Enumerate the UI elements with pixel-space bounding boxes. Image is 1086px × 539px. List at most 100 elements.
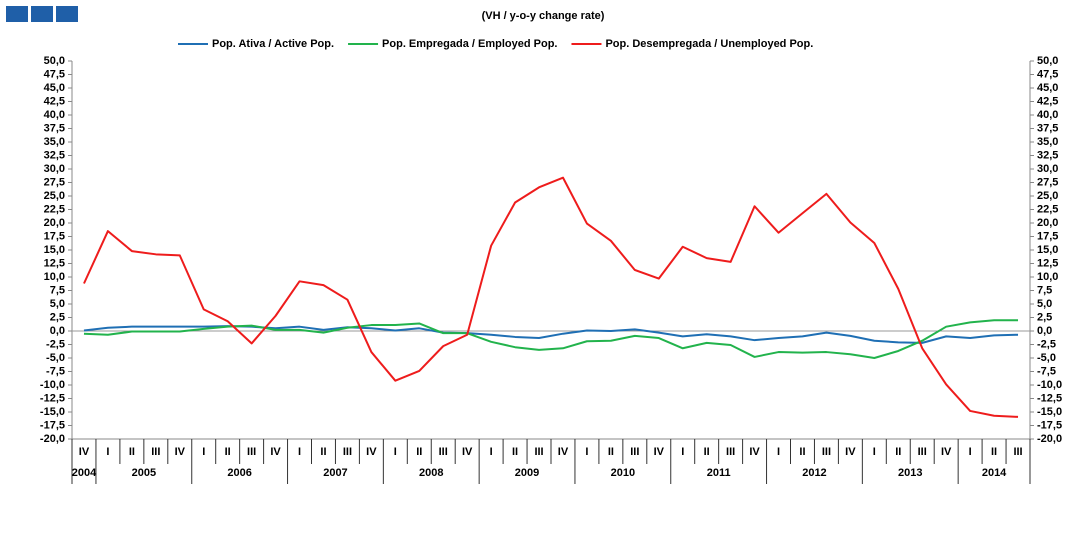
x-tick-label: III bbox=[343, 446, 352, 458]
y2-tick-label: -10,0 bbox=[1037, 379, 1062, 391]
y-tick-label: 15,0 bbox=[44, 244, 65, 256]
legend-label: Pop. Ativa / Active Pop. bbox=[212, 38, 334, 50]
y2-tick-label: 10,0 bbox=[1037, 271, 1058, 283]
x-tick-label: III bbox=[630, 446, 639, 458]
y2-tick-label: 2,5 bbox=[1037, 311, 1052, 323]
year-label: 2013 bbox=[898, 467, 922, 479]
y2-tick-label: 32,5 bbox=[1037, 149, 1058, 161]
year-label: 2006 bbox=[227, 467, 251, 479]
x-tick-label: I bbox=[969, 446, 972, 458]
y-tick-label: -12,5 bbox=[40, 392, 65, 404]
x-tick-label: II bbox=[512, 446, 518, 458]
x-tick-label: IV bbox=[941, 446, 952, 458]
x-tick-label: III bbox=[151, 446, 160, 458]
x-tick-label: IV bbox=[366, 446, 377, 458]
y2-tick-label: 25,0 bbox=[1037, 190, 1058, 202]
year-label: 2009 bbox=[515, 467, 539, 479]
x-tick-label: I bbox=[681, 446, 684, 458]
y-tick-label: 27,5 bbox=[44, 176, 65, 188]
y-tick-label: -20,0 bbox=[40, 433, 65, 445]
x-tick-label: IV bbox=[558, 446, 569, 458]
y2-tick-label: -20,0 bbox=[1037, 433, 1062, 445]
x-tick-label: III bbox=[726, 446, 735, 458]
y2-tick-label: -17,5 bbox=[1037, 419, 1062, 431]
y2-tick-label: 30,0 bbox=[1037, 163, 1058, 175]
year-label: 2007 bbox=[323, 467, 347, 479]
x-tick-label: I bbox=[394, 446, 397, 458]
y2-tick-label: -7,5 bbox=[1037, 365, 1056, 377]
y2-tick-label: 40,0 bbox=[1037, 109, 1058, 121]
y2-tick-label: 45,0 bbox=[1037, 82, 1058, 94]
y-tick-label: -17,5 bbox=[40, 419, 65, 431]
year-label: 2012 bbox=[802, 467, 826, 479]
logo-block bbox=[56, 6, 78, 22]
year-label: 2010 bbox=[611, 467, 635, 479]
x-tick-label: IV bbox=[462, 446, 473, 458]
y2-tick-label: 42,5 bbox=[1037, 95, 1058, 107]
y-tick-label: 25,0 bbox=[44, 190, 65, 202]
x-tick-label: I bbox=[490, 446, 493, 458]
legend-label: Pop. Empregada / Employed Pop. bbox=[382, 38, 557, 50]
y2-tick-label: 47,5 bbox=[1037, 68, 1058, 80]
x-tick-label: I bbox=[202, 446, 205, 458]
x-tick-label: IV bbox=[845, 446, 856, 458]
x-tick-label: III bbox=[1013, 446, 1022, 458]
y2-tick-label: -15,0 bbox=[1037, 406, 1062, 418]
y-tick-label: -2,5 bbox=[46, 338, 65, 350]
y2-tick-label: 27,5 bbox=[1037, 176, 1058, 188]
y2-tick-label: -5,0 bbox=[1037, 352, 1056, 364]
x-tick-label: II bbox=[704, 446, 710, 458]
y2-tick-label: 22,5 bbox=[1037, 203, 1058, 215]
y-tick-label: 0,0 bbox=[50, 325, 65, 337]
y-tick-label: 17,5 bbox=[44, 230, 65, 242]
y-tick-label: 10,0 bbox=[44, 271, 65, 283]
y-tick-label: 45,0 bbox=[44, 82, 65, 94]
x-tick-label: II bbox=[320, 446, 326, 458]
y2-tick-label: 37,5 bbox=[1037, 122, 1058, 134]
y2-tick-label: 17,5 bbox=[1037, 230, 1058, 242]
legend-label: Pop. Desempregada / Unemployed Pop. bbox=[605, 38, 813, 50]
x-tick-label: I bbox=[585, 446, 588, 458]
logo-block bbox=[31, 6, 53, 22]
y-tick-label: 47,5 bbox=[44, 68, 65, 80]
x-tick-label: I bbox=[777, 446, 780, 458]
x-tick-label: I bbox=[873, 446, 876, 458]
x-tick-label: II bbox=[225, 446, 231, 458]
x-tick-label: III bbox=[918, 446, 927, 458]
x-tick-label: IV bbox=[175, 446, 186, 458]
y-tick-label: 32,5 bbox=[44, 149, 65, 161]
year-label: 2014 bbox=[982, 467, 1007, 479]
y-tick-label: 42,5 bbox=[44, 95, 65, 107]
x-tick-label: II bbox=[799, 446, 805, 458]
y2-tick-label: 12,5 bbox=[1037, 257, 1058, 269]
y-tick-label: 50,0 bbox=[44, 55, 65, 67]
year-label: 2008 bbox=[419, 467, 443, 479]
y2-tick-label: 7,5 bbox=[1037, 284, 1052, 296]
y-tick-label: 2,5 bbox=[50, 311, 65, 323]
y-tick-label: 40,0 bbox=[44, 109, 65, 121]
y-tick-label: -5,0 bbox=[46, 352, 65, 364]
x-tick-label: III bbox=[439, 446, 448, 458]
y-tick-label: 7,5 bbox=[50, 284, 65, 296]
x-tick-label: III bbox=[247, 446, 256, 458]
y-tick-label: 22,5 bbox=[44, 203, 65, 215]
x-tick-label: II bbox=[129, 446, 135, 458]
y-tick-label: 30,0 bbox=[44, 163, 65, 175]
logo-block bbox=[6, 6, 28, 22]
x-tick-label: II bbox=[416, 446, 422, 458]
y-tick-label: -10,0 bbox=[40, 379, 65, 391]
x-tick-label: IV bbox=[654, 446, 665, 458]
x-tick-label: IV bbox=[270, 446, 281, 458]
y2-tick-label: 50,0 bbox=[1037, 55, 1058, 67]
series-line bbox=[83, 319, 1019, 359]
series-line bbox=[83, 176, 1019, 418]
y2-tick-label: 15,0 bbox=[1037, 244, 1058, 256]
y2-tick-label: 0,0 bbox=[1037, 325, 1052, 337]
year-label: 2011 bbox=[707, 467, 731, 479]
y2-tick-label: 35,0 bbox=[1037, 136, 1058, 148]
y-tick-label: 12,5 bbox=[44, 257, 65, 269]
year-label: 2004 bbox=[72, 467, 97, 479]
y2-tick-label: -2,5 bbox=[1037, 338, 1056, 350]
y-tick-label: -15,0 bbox=[40, 406, 65, 418]
